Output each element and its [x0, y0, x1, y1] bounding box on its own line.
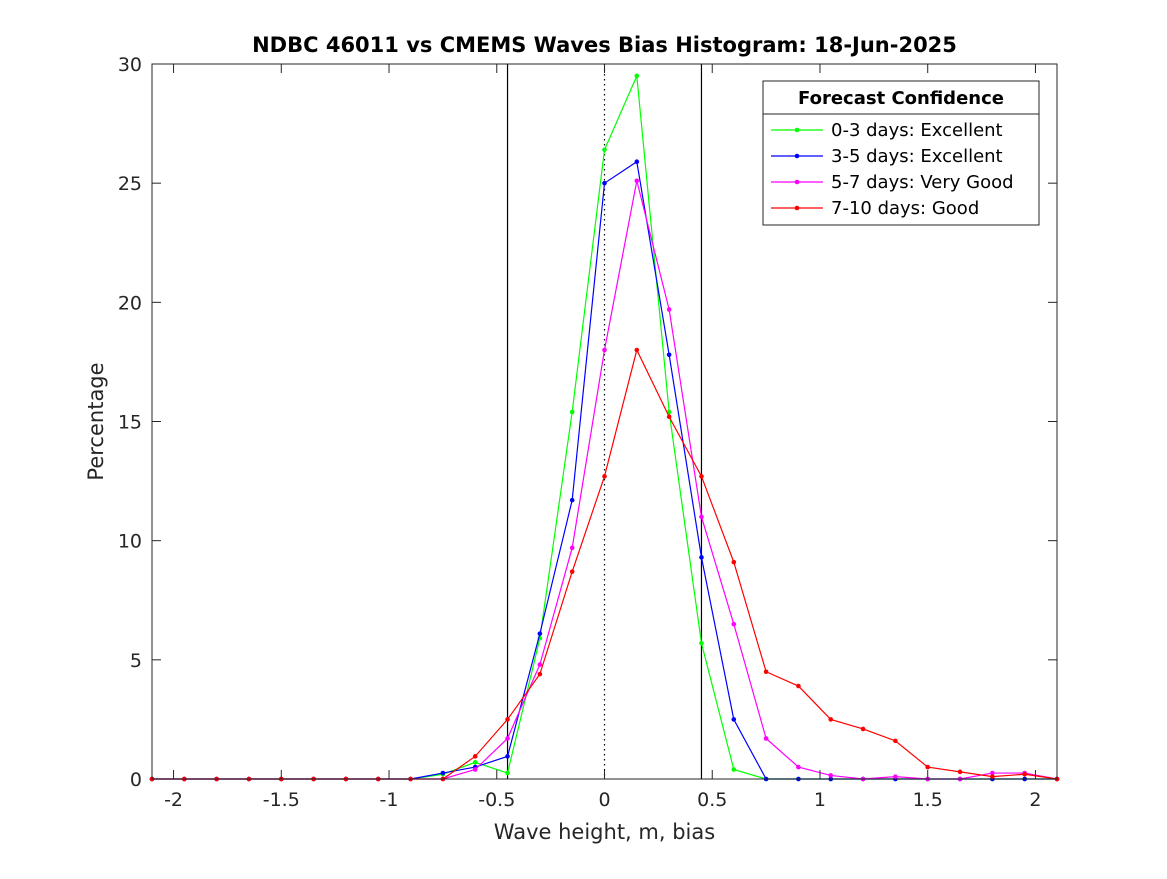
y-tick-label: 5	[130, 650, 142, 672]
data-point	[763, 669, 769, 675]
chart-title: NDBC 46011 vs CMEMS Waves Bias Histogram…	[252, 33, 957, 57]
data-point	[666, 307, 672, 312]
data-point	[472, 760, 478, 765]
x-tick-label: 2	[1029, 789, 1041, 811]
data-point	[990, 770, 995, 776]
legend-items: 0-3 days: Excellent 3-5 days: Excellent 5-…	[771, 120, 1014, 219]
data-point	[990, 774, 995, 779]
legend: Forecast Confidence 0-3 days: Excellent 3…	[762, 80, 1040, 226]
data-point	[505, 770, 510, 776]
data-point	[634, 347, 640, 353]
legend-box	[762, 80, 1040, 226]
data-point	[472, 754, 478, 759]
data-point	[731, 559, 737, 565]
x-axis-title: Wave height, m, bias	[494, 820, 715, 844]
data-point	[602, 180, 607, 186]
x-tick-label: 1.5	[913, 789, 943, 811]
data-point	[828, 717, 834, 722]
data-point	[828, 773, 834, 778]
legend-title: Forecast Confidence	[798, 88, 1004, 109]
legend-swatch-marker	[794, 179, 800, 185]
data-point	[763, 736, 769, 741]
data-point	[537, 631, 543, 636]
data-point	[602, 347, 607, 353]
y-axis-title: Percentage	[84, 362, 108, 480]
x-tick-label: 0	[598, 789, 610, 811]
data-point	[731, 621, 737, 627]
data-point	[505, 754, 510, 759]
data-point	[472, 767, 478, 772]
data-point	[699, 640, 704, 646]
data-point	[666, 352, 672, 358]
legend-item: 5-7 days: Very Good	[771, 172, 1014, 193]
y-tick-label: 15	[118, 412, 142, 434]
data-point	[537, 671, 543, 677]
x-tick-label: 0.5	[697, 789, 727, 811]
data-point	[893, 738, 898, 744]
data-point	[537, 662, 543, 667]
data-point	[893, 774, 898, 779]
data-point	[731, 767, 737, 772]
data-point	[634, 178, 640, 184]
legend-item: 7-10 days: Good	[771, 198, 979, 219]
data-point	[796, 764, 801, 770]
y-tick-label: 10	[118, 531, 142, 553]
data-point	[569, 409, 575, 415]
data-point	[634, 73, 640, 79]
data-point	[569, 497, 575, 503]
data-point	[505, 717, 510, 722]
data-point	[440, 770, 446, 776]
y-tick-label: 0	[130, 769, 142, 791]
data-point	[602, 474, 607, 479]
x-tick-label: -0.5	[478, 789, 515, 811]
legend-swatch-marker	[794, 127, 800, 133]
data-point	[602, 147, 607, 153]
reference-lines	[506, 64, 703, 779]
data-point	[731, 717, 737, 722]
x-tick-label: 1	[814, 789, 826, 811]
y-tick-label: 20	[118, 292, 142, 314]
data-point	[1022, 771, 1027, 777]
data-point	[796, 683, 801, 689]
data-point	[505, 736, 510, 741]
data-point	[699, 474, 704, 479]
data-point	[634, 159, 640, 165]
data-point	[860, 726, 866, 732]
legend-label: 0-3 days: Excellent	[831, 120, 1003, 141]
x-tick-label: -1.5	[263, 789, 300, 811]
data-point	[569, 569, 575, 574]
y-tick-label: 30	[118, 54, 142, 76]
data-point	[957, 769, 963, 775]
legend-item: 3-5 days: Excellent	[771, 146, 1003, 167]
data-point	[569, 545, 575, 551]
legend-label: 3-5 days: Excellent	[831, 146, 1003, 167]
legend-label: 7-10 days: Good	[831, 198, 979, 219]
legend-swatch-marker	[794, 153, 800, 159]
data-point	[699, 555, 704, 560]
legend-swatch-marker	[794, 205, 800, 211]
x-tick-label: -2	[164, 789, 183, 811]
data-point	[666, 414, 672, 420]
y-tick-label: 25	[118, 173, 142, 195]
legend-label: 5-7 days: Very Good	[831, 172, 1014, 193]
data-point	[699, 514, 704, 520]
data-point	[925, 764, 931, 770]
x-tick-label: -1	[380, 789, 399, 811]
legend-item: 0-3 days: Excellent	[771, 120, 1003, 141]
